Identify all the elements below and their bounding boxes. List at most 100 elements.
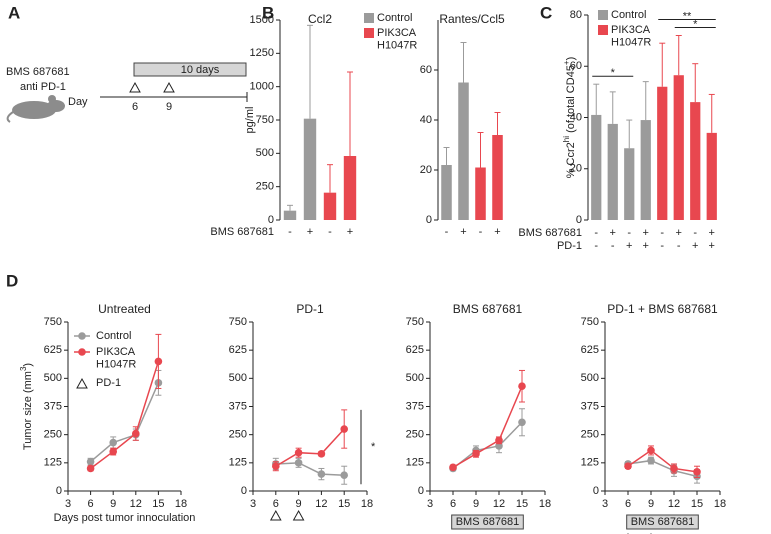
- x-tick-label: 9: [473, 498, 479, 510]
- y-tick-label: 0: [418, 485, 424, 497]
- label-part: Tumor size (mm: [22, 371, 34, 450]
- x-tick-label: +: [347, 226, 353, 238]
- y-tick-label: 375: [229, 400, 247, 412]
- data-point: [693, 468, 701, 476]
- x-tick-label: -: [594, 240, 598, 252]
- y-tick-label: 500: [44, 372, 62, 384]
- data-point: [340, 471, 349, 480]
- y-tick-label: 20: [570, 163, 582, 175]
- data-point: [272, 462, 280, 471]
- day-number: 6: [132, 101, 138, 113]
- x-tick-label: -: [693, 227, 697, 239]
- x-tick-label: -: [479, 226, 483, 238]
- legend-marker: [78, 332, 86, 340]
- y-tick-label: 500: [581, 372, 599, 384]
- x-tick-label: +: [709, 227, 715, 239]
- data-point: [86, 457, 95, 466]
- row-label: PD-1: [557, 240, 582, 252]
- bar: [591, 114, 602, 220]
- chart-title: PD-1: [296, 302, 324, 316]
- x-tick-label: 9: [110, 498, 116, 510]
- chart-title: Rantes/Ccl5: [439, 12, 505, 26]
- x-tick-label: 6: [625, 498, 631, 510]
- y-tick-label: 625: [229, 344, 247, 356]
- chart-title: Untreated: [98, 302, 151, 316]
- y-tick-label: 250: [581, 429, 599, 441]
- y-tick-label: 250: [256, 181, 274, 193]
- x-tick-label: +: [643, 240, 649, 252]
- series-line: [275, 462, 345, 476]
- significance-label: *: [611, 67, 616, 79]
- y-axis-label: % Ccr2hi (of total CD45+): [562, 57, 577, 179]
- legend-label: PIK3CA H1047R: [611, 24, 653, 49]
- y-tick-label: 125: [44, 457, 62, 469]
- y-tick-label: 40: [570, 111, 582, 123]
- bar: [492, 135, 503, 220]
- x-tick-label: 6: [273, 498, 279, 510]
- y-tick-label: 500: [406, 372, 424, 384]
- x-tick-label: 15: [516, 498, 528, 510]
- y-tick-label: 125: [406, 457, 424, 469]
- significance-label: *: [371, 441, 376, 453]
- y-tick-label: 0: [268, 214, 274, 226]
- panel-label: B: [262, 3, 274, 22]
- y-tick-label: 625: [581, 344, 599, 356]
- y-tick-label: 60: [570, 60, 582, 72]
- legend-label: Control: [96, 330, 131, 342]
- label-part: (of total CD45: [565, 65, 577, 136]
- series-line: [627, 449, 698, 473]
- y-tick-label: 500: [256, 147, 274, 159]
- y-tick-label: 750: [229, 316, 247, 328]
- legend-swatch: [598, 10, 608, 20]
- y-tick-label: 750: [44, 316, 62, 328]
- x-tick-label: +: [709, 240, 715, 252]
- y-axis-label: pg/ml: [244, 107, 256, 134]
- y-tick-label: 0: [241, 485, 247, 497]
- y-tick-label: 750: [406, 316, 424, 328]
- mouse: [6, 95, 65, 123]
- chart-title: BMS 687681: [453, 302, 523, 316]
- label-part: ): [22, 363, 34, 367]
- day-label: Day: [68, 96, 88, 108]
- duration-box: [133, 62, 247, 77]
- y-tick-label: 0: [576, 214, 582, 226]
- panel-label: A: [8, 3, 20, 22]
- row-label: BMS 687681: [210, 226, 274, 238]
- y-tick-label: 1000: [250, 81, 274, 93]
- series-line: [275, 428, 345, 467]
- x-tick-label: 6: [450, 498, 456, 510]
- x-tick-label: 12: [668, 498, 680, 510]
- y-tick-label: 20: [420, 164, 432, 176]
- bar: [343, 156, 357, 220]
- y-axis-label: Tumor size (mm3): [19, 363, 34, 450]
- data-point: [109, 438, 117, 447]
- y-tick-label: 125: [581, 457, 599, 469]
- series-line: [90, 382, 160, 463]
- x-tick-label: 15: [152, 498, 164, 510]
- legend-swatch: [364, 13, 374, 23]
- day-number: 9: [166, 101, 172, 113]
- bar: [690, 102, 701, 220]
- treatment-label: BMS 687681: [631, 516, 695, 528]
- x-tick-label: 3: [250, 498, 256, 510]
- legend-marker: [78, 348, 86, 356]
- label-part: +: [562, 60, 571, 65]
- data-point: [132, 429, 140, 438]
- y-tick-label: 250: [44, 429, 62, 441]
- schematic: BMS 687681 anti PD-1 10 days Day 6 9: [6, 62, 248, 123]
- x-tick-label: 9: [648, 498, 654, 510]
- data-point: [647, 446, 655, 455]
- treatment-triangle: [269, 509, 282, 521]
- x-tick-label: -: [611, 240, 615, 252]
- x-tick-label: 18: [714, 498, 726, 510]
- x-tick-label: +: [494, 226, 500, 238]
- x-tick-label: +: [610, 227, 616, 239]
- y-tick-label: 750: [581, 316, 599, 328]
- label-part: % Ccr2: [565, 142, 577, 178]
- bar: [475, 167, 486, 220]
- y-tick-label: 0: [593, 485, 599, 497]
- antibody-label: anti PD-1: [20, 81, 66, 93]
- triangle: [163, 81, 175, 93]
- y-tick-label: 625: [44, 344, 62, 356]
- row-label: BMS 687681: [518, 227, 582, 239]
